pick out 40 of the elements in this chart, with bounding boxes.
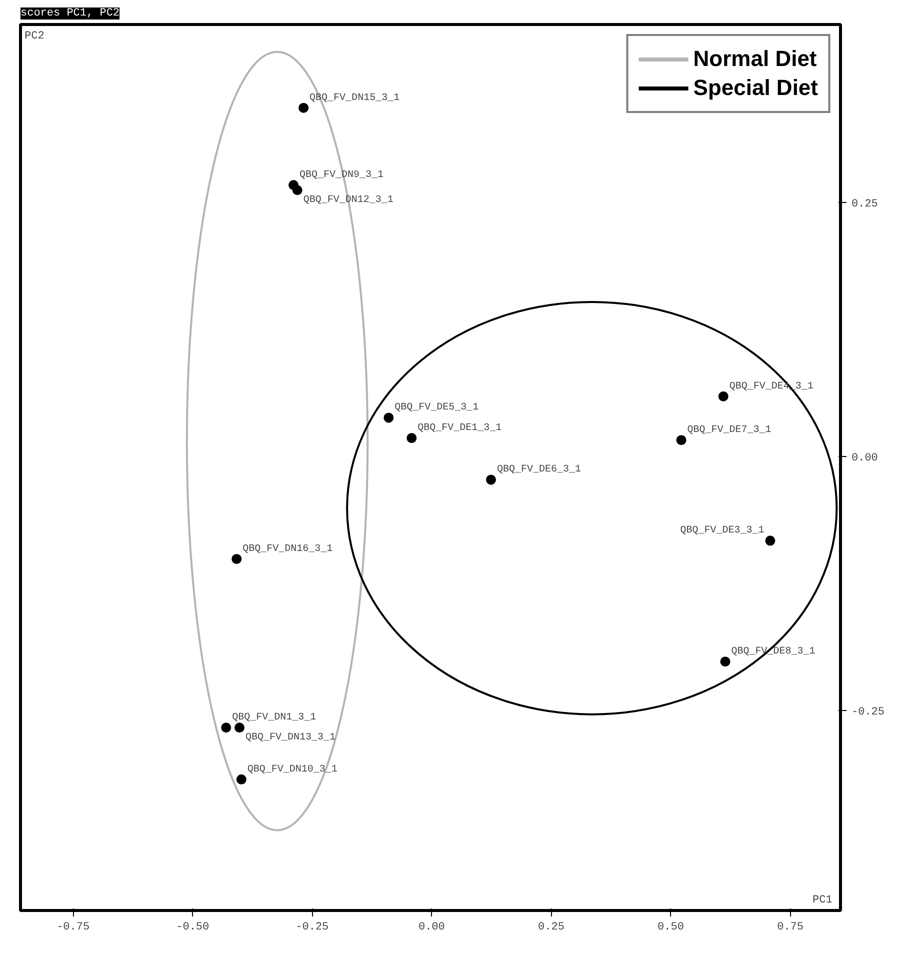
annotation: QBQ_FV_DE7_3_1	[687, 425, 772, 436]
legend-label: Normal Diet	[693, 46, 817, 72]
x-tick-label: -0.50	[176, 922, 210, 934]
x-axis-title: PC1	[812, 894, 833, 906]
legend-label: Special Diet	[693, 75, 818, 101]
x-tick-label: 0.50	[658, 922, 684, 934]
y-tick-label: -0.25	[852, 706, 885, 718]
annotation: QBQ_FV_DN15_3_1	[310, 92, 400, 104]
x-tick-label: -0.75	[56, 922, 90, 934]
point	[234, 722, 244, 733]
point	[720, 656, 730, 667]
annotation: QBQ_FV_DN13_3_1	[245, 732, 336, 744]
x-tick-label: 0.75	[777, 922, 804, 934]
point	[298, 102, 309, 113]
point	[232, 554, 242, 564]
annotation: QBQ_FV_DN1_3_1	[232, 712, 316, 724]
x-tick-label: 0.00	[418, 922, 445, 934]
annotation: QBQ_FV_DN9_3_1	[300, 170, 384, 182]
annotation: QBQ_FV_DE3_3_1	[680, 526, 764, 537]
point	[765, 536, 776, 546]
point	[718, 391, 728, 402]
annotation: QBQ_FV_DE5_3_1	[394, 402, 479, 414]
y-tick-label: 0.00	[852, 452, 878, 464]
point	[486, 474, 496, 485]
annotation: QBQ_FV_DE1_3_1	[418, 423, 502, 434]
point	[384, 412, 394, 423]
point	[292, 185, 302, 196]
point	[236, 774, 246, 784]
x-tick-label: -0.25	[296, 922, 329, 934]
annotation: QBQ_FV_DN16_3_1	[242, 544, 333, 555]
chart-title: scores PC1, PC2	[20, 8, 120, 20]
y-tick-label: 0.25	[852, 198, 878, 210]
x-tick-label: 0.25	[538, 922, 564, 934]
point	[406, 433, 417, 444]
annotation: QBQ_FV_DE6_3_1	[496, 464, 581, 476]
annotation: QBQ_FV_DN12_3_1	[303, 195, 394, 206]
point	[676, 435, 686, 446]
point	[221, 722, 232, 733]
y-axis-title: PC2	[24, 30, 44, 42]
annotation: QBQ_FV_DN10_3_1	[247, 764, 338, 776]
